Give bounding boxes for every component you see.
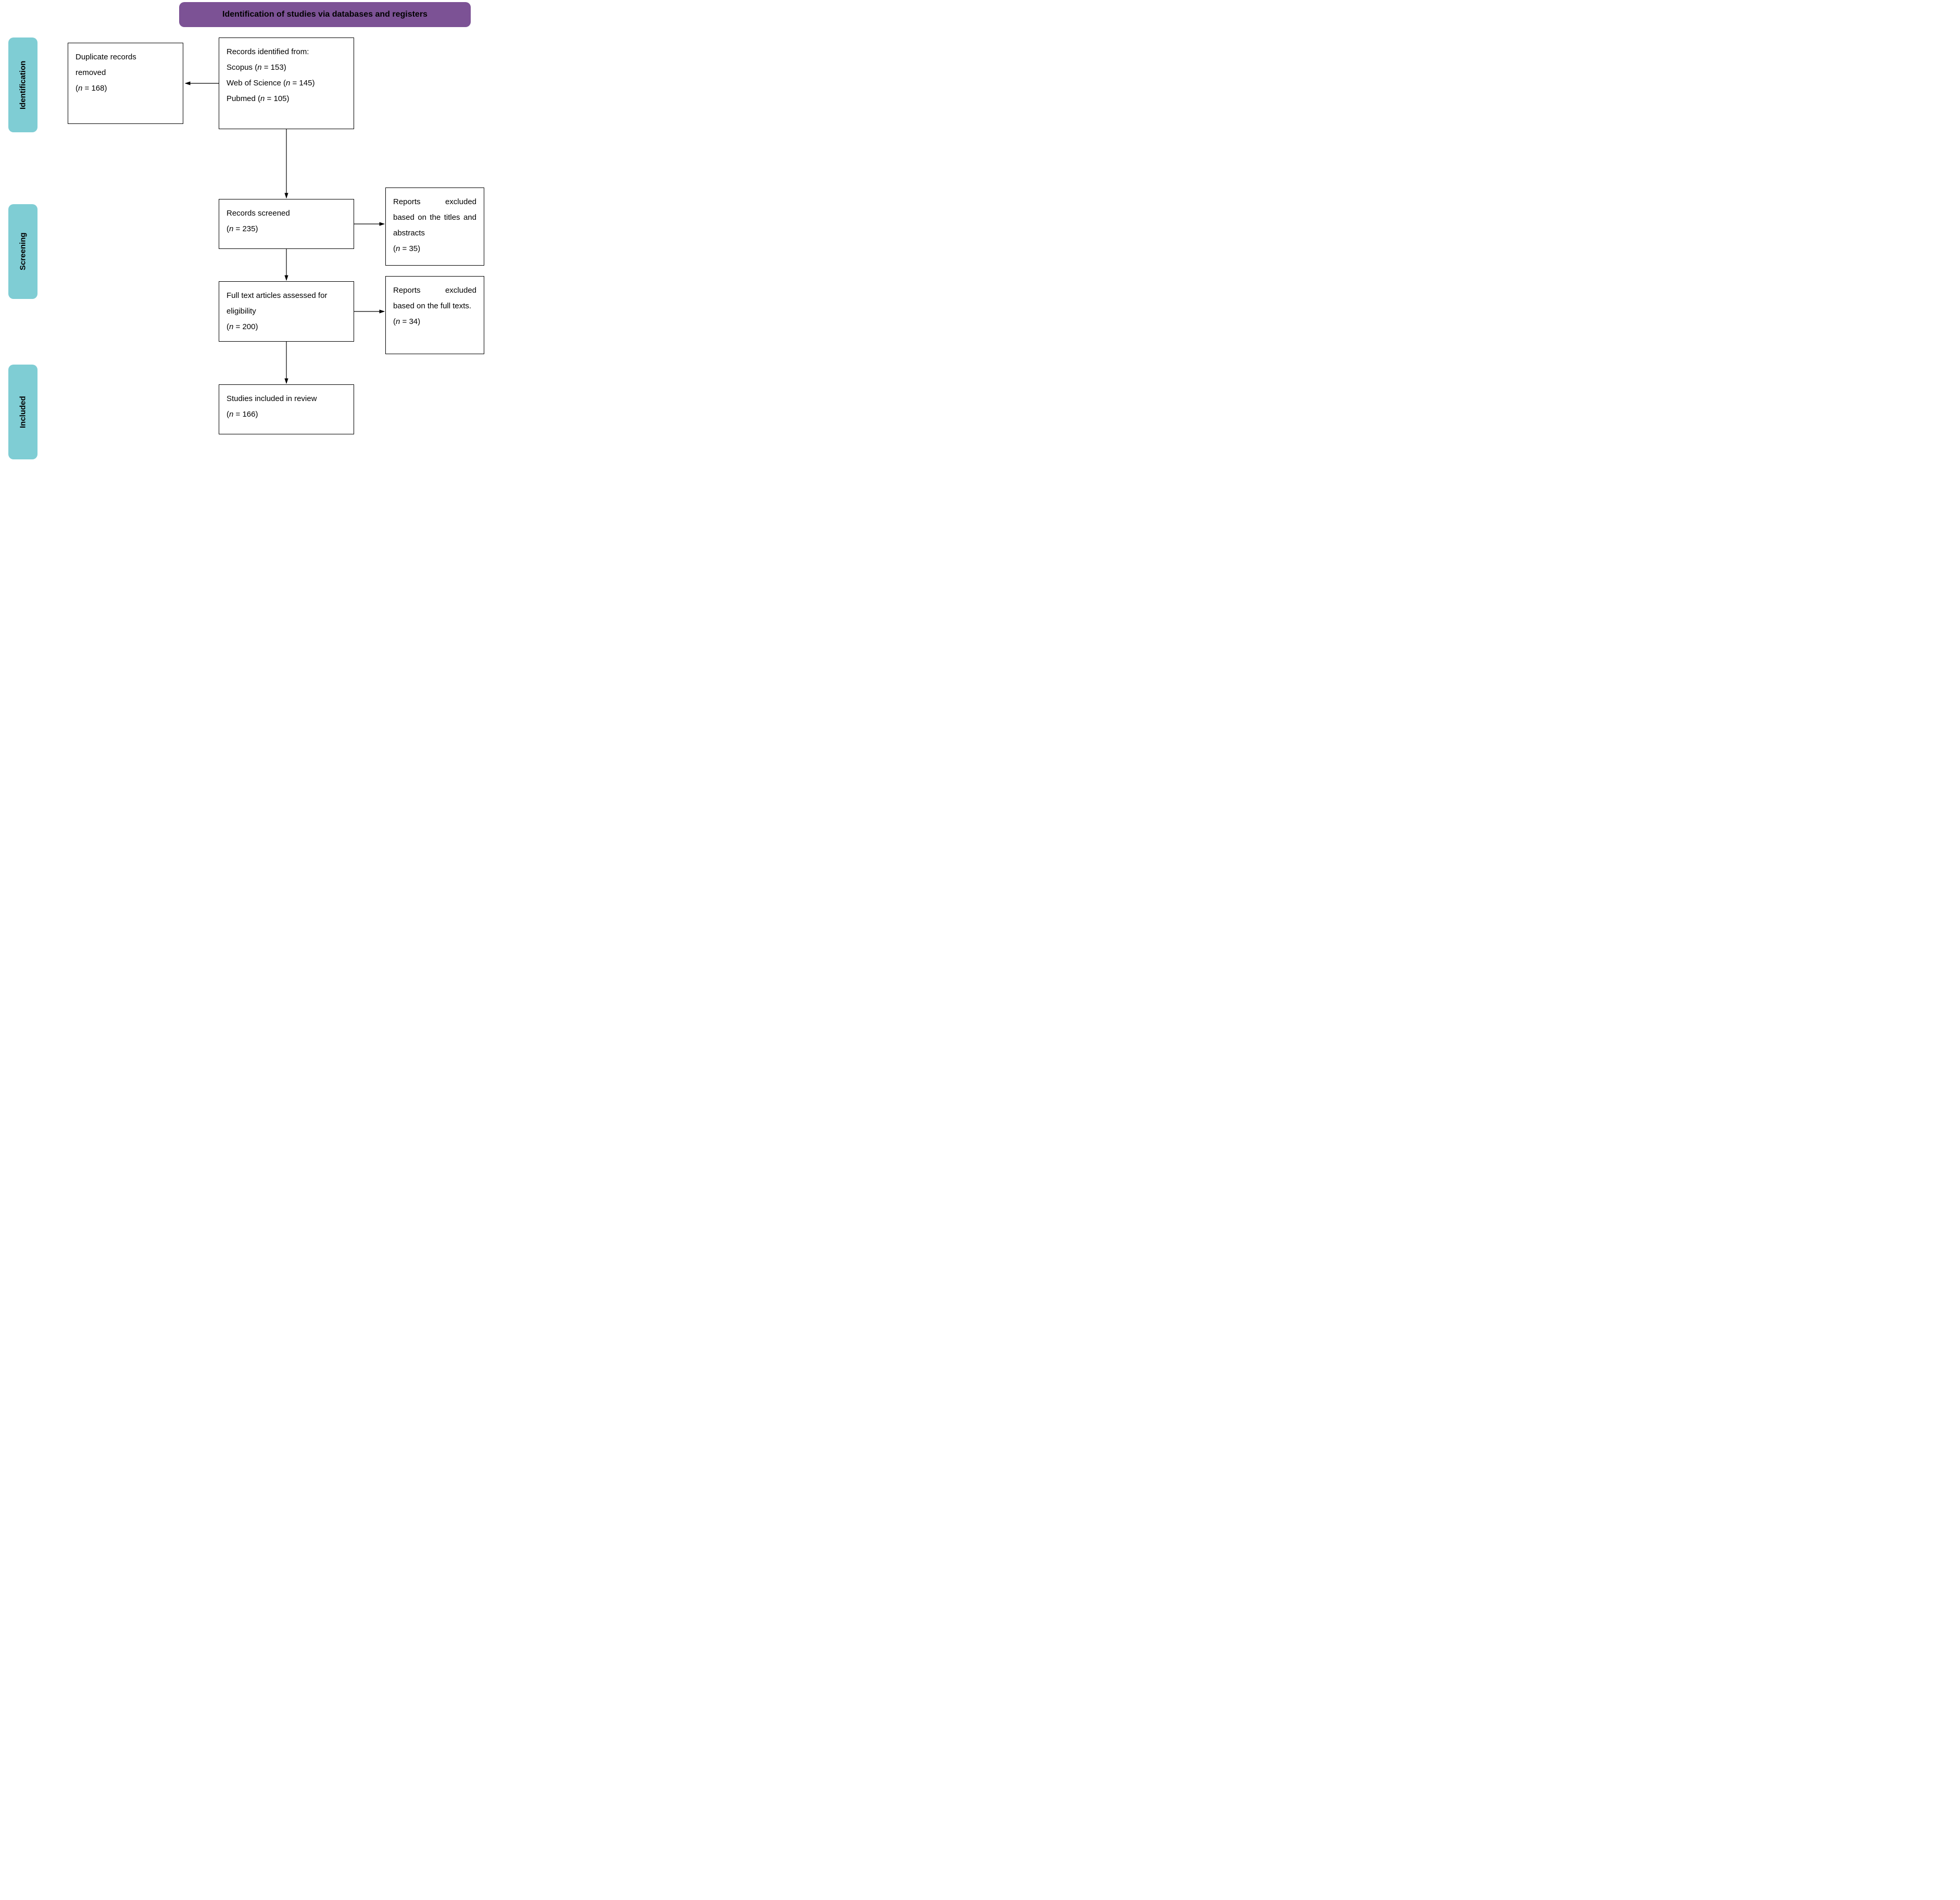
text: Records identified from: [227,47,309,56]
text: Duplicate records [76,53,136,61]
text: Studies included in review [227,394,317,403]
text: Full text articles assessed for eligibil… [227,291,327,316]
text: removed [76,68,106,77]
box-identified: Records identified from: Scopus (n = 153… [219,38,354,129]
header-bar: Identification of studies via databases … [179,2,471,27]
phase-included: Included [8,365,37,459]
box-included: Studies included in review (n = 166) [219,384,354,434]
box-duplicates: Duplicate records removed (n = 168) [68,43,183,124]
source-name: Web of Science [227,79,281,88]
n-value: 200 [242,322,255,331]
text: Records screened [227,209,290,218]
n-value: 166 [242,410,255,419]
text: Reports excluded based on the full texts… [393,286,476,310]
prisma-flowchart: Identification of studies via databases … [0,0,490,475]
phase-screening: Screening [8,204,37,299]
box-screened: Records screened (n = 235) [219,199,354,249]
source-name: Pubmed [227,94,256,103]
n-value: 153 [271,63,284,72]
text: Reports excluded based on the titles and… [393,197,476,238]
n-value: 145 [299,79,312,88]
phase-identification: Identification [8,38,37,132]
n-value: 168 [91,84,104,93]
source-name: Scopus [227,63,253,72]
box-fulltext: Full text articles assessed for eligibil… [219,281,354,342]
box-excluded-fulltext: Reports excluded based on the full texts… [385,276,484,354]
box-excluded-titles: Reports excluded based on the titles and… [385,188,484,266]
n-value: 34 [409,317,418,326]
n-value: 35 [409,244,418,253]
n-value: 105 [274,94,287,103]
n-value: 235 [242,224,255,233]
